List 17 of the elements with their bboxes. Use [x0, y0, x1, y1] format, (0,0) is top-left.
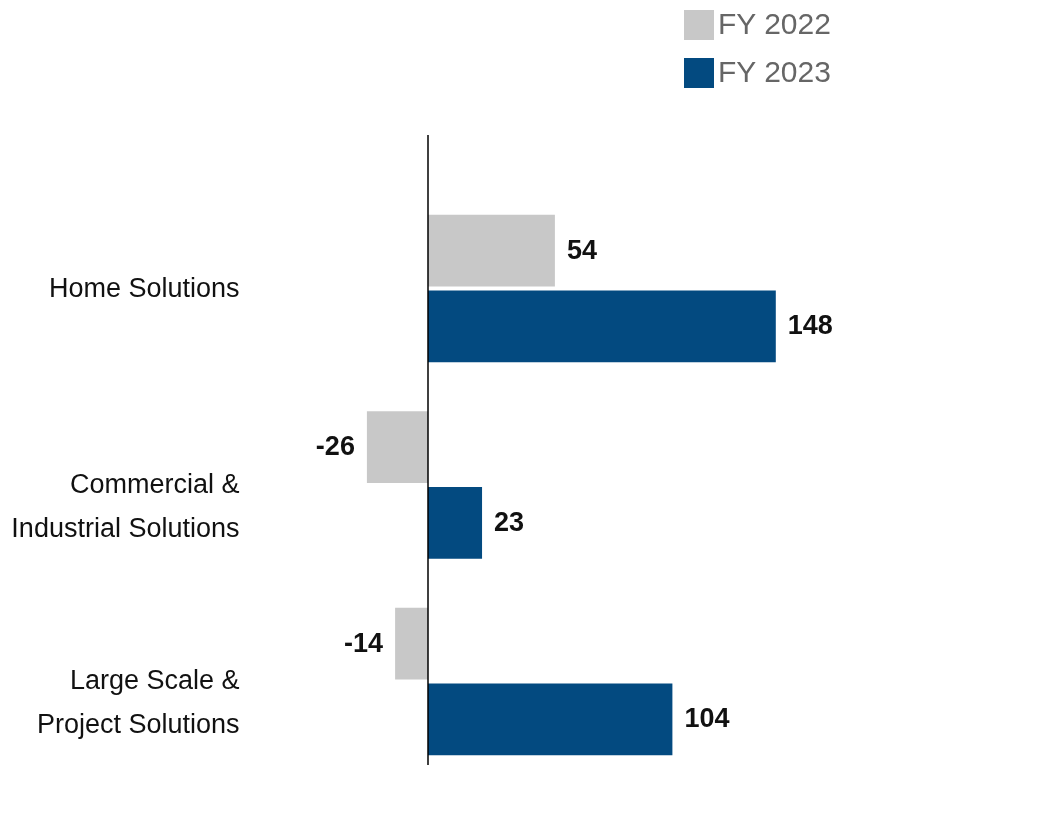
data-label: -26: [315, 431, 355, 462]
bar: [395, 607, 428, 680]
y-tick-label: Commercial & Industrial Solutions: [11, 469, 240, 543]
data-label: 54: [566, 234, 597, 265]
data-label: 148: [787, 310, 833, 341]
y-tick-label: Home Solutions: [48, 272, 240, 303]
bar: [428, 486, 483, 559]
legend-label: FY 2022: [718, 7, 831, 40]
data-label: 104: [684, 703, 730, 734]
data-label: -14: [344, 627, 384, 658]
bar: [366, 411, 428, 484]
bar: [428, 290, 776, 363]
bar: [428, 214, 555, 287]
bar: [428, 683, 673, 756]
legend-label: FY 2023: [718, 55, 831, 88]
data-label: 23: [494, 506, 525, 537]
y-tick-label: Large Scale & Project Solutions: [36, 665, 240, 740]
